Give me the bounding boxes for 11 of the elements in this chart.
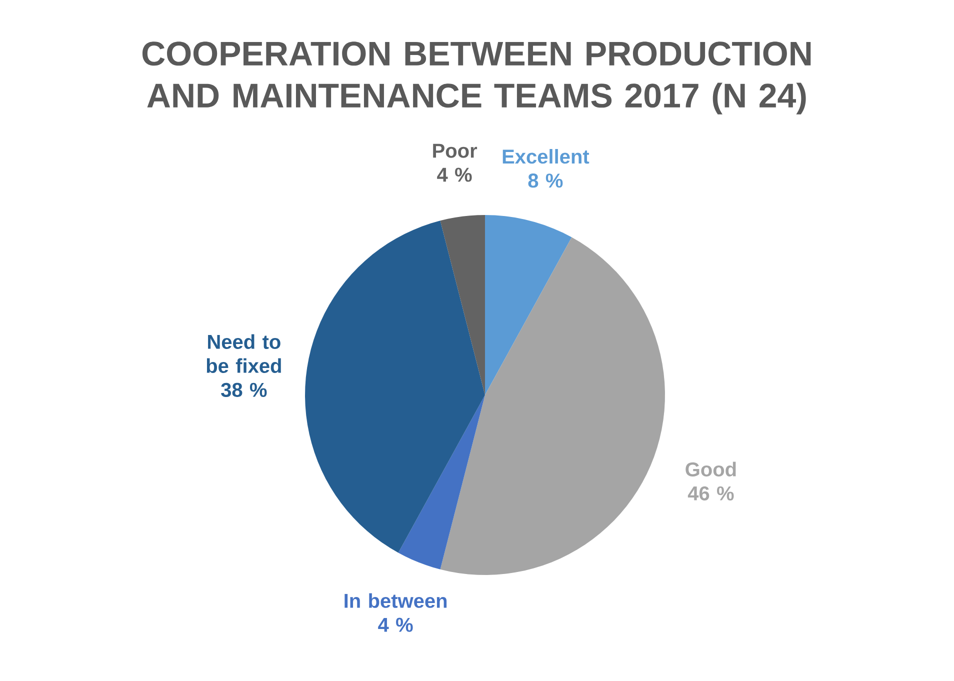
slice-label: Need to be fixed (206, 334, 281, 373)
slice-label: Poor (433, 144, 478, 158)
data-label: 46 % (688, 486, 734, 500)
slice-label: Excellent (502, 149, 590, 164)
data-label: 4 % (437, 168, 472, 182)
chart-title: COOPERATION BETWEEN PRODUCTION AND MAINTENANCE TEAMS 2017 (N 24) (142, 42, 811, 114)
slice-label: In between (344, 593, 447, 608)
data-label: 8 % (528, 174, 563, 188)
data-label: 4 % (378, 618, 413, 632)
data-label: 38 % (221, 382, 267, 398)
slice-label: Good (686, 462, 736, 476)
